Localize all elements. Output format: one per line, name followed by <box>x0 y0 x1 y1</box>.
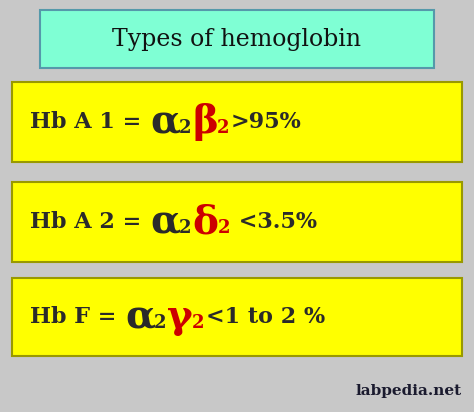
Text: α: α <box>125 298 155 336</box>
Text: β: β <box>192 103 218 141</box>
FancyBboxPatch shape <box>40 10 434 68</box>
Text: 2: 2 <box>218 219 230 237</box>
Text: Hb A 1 =: Hb A 1 = <box>30 111 149 133</box>
Text: <1 to 2 %: <1 to 2 % <box>206 306 325 328</box>
Text: Hb F =: Hb F = <box>30 306 124 328</box>
Text: Types of hemoglobin: Types of hemoglobin <box>112 28 362 51</box>
Text: labpedia.net: labpedia.net <box>356 384 462 398</box>
Text: γ: γ <box>167 298 193 336</box>
Text: 2: 2 <box>217 119 230 137</box>
FancyBboxPatch shape <box>12 182 462 262</box>
Text: Hb A 2 =: Hb A 2 = <box>30 211 149 233</box>
Text: 2: 2 <box>179 119 191 137</box>
FancyBboxPatch shape <box>12 278 462 356</box>
Text: >95%: >95% <box>231 111 301 133</box>
Text: 2: 2 <box>179 219 191 237</box>
Text: δ: δ <box>192 203 219 241</box>
Text: α: α <box>150 203 180 241</box>
FancyBboxPatch shape <box>12 82 462 162</box>
Text: α: α <box>150 103 180 141</box>
Text: 2: 2 <box>154 314 166 332</box>
Text: <3.5%: <3.5% <box>231 211 317 233</box>
Text: 2: 2 <box>192 314 205 332</box>
